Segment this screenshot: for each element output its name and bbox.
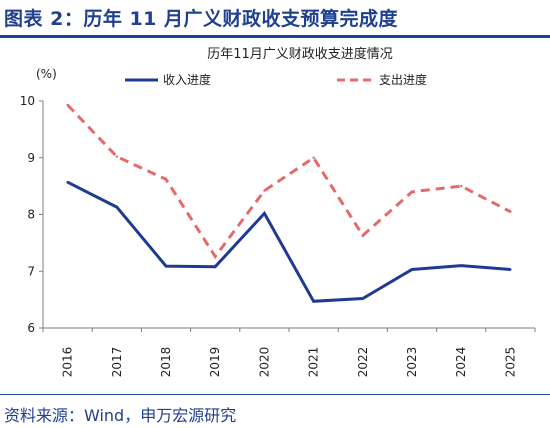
point-expense-line [66,103,69,107]
series-expense-line [66,103,512,260]
point-expense-line [263,189,266,192]
point-income-line [361,297,364,300]
axes: 6 7 8 9 10 2016 2017 2018 2019 2020 2021 2022 2023 20… [20,94,536,378]
x-tick-label: 2019 [208,347,222,378]
point-income-line [164,264,168,268]
x-tick-label: 2018 [159,347,173,378]
x-tick-label: 2022 [356,347,370,378]
series-income-line [66,180,511,303]
point-income-line [460,264,463,267]
point-expense-line [361,234,364,237]
point-expense-line [164,178,168,181]
y-axis-unit: (%) [36,67,57,81]
x-tick-label: 2023 [405,347,419,378]
y-tick-label: 6 [27,321,35,335]
legend: 收入进度 支出进度 [125,72,427,87]
series-group [66,103,512,303]
point-income-line [312,300,315,303]
y-tick-label: 8 [27,208,35,222]
x-tick-label: 2021 [307,347,321,378]
point-income-line [115,205,119,209]
point-expense-line [312,156,315,159]
point-expense-line [115,155,119,158]
figure-header: 图表 2：历年 11 月广义财政收支预算完成度 [0,0,550,38]
header-divider [0,35,550,38]
x-tick-label: 2020 [257,347,271,378]
point-income-line [66,180,69,184]
legend-label-expense: 支出进度 [379,72,427,87]
point-income-line [214,265,217,268]
point-income-line [263,212,266,215]
x-tick-label: 2016 [61,347,75,378]
point-income-line [410,268,414,271]
footer-divider [0,394,550,395]
y-tick-label: 9 [27,151,35,165]
x-tick-label: 2017 [110,347,124,378]
x-tick-label: 2025 [503,347,517,378]
point-expense-line [410,190,414,193]
line-chart: 历年11月广义财政收支进度情况 (%) 收入进度 支出进度 6 7 8 9 10 2016… [20,46,536,378]
legend-label-income: 收入进度 [163,72,211,87]
x-tick-label: 2024 [454,347,468,378]
point-income-line [509,268,512,271]
source-note: 资料来源：Wind，申万宏源研究 [4,406,237,425]
chart-title: 历年11月广义财政收支进度情况 [207,46,393,62]
point-expense-line [214,255,217,258]
point-expense-line [509,210,512,213]
figure-title: 图表 2：历年 11 月广义财政收支预算完成度 [4,8,399,30]
y-tick-label: 10 [20,94,35,108]
y-tick-label: 7 [27,264,35,278]
point-expense-line [460,184,463,188]
